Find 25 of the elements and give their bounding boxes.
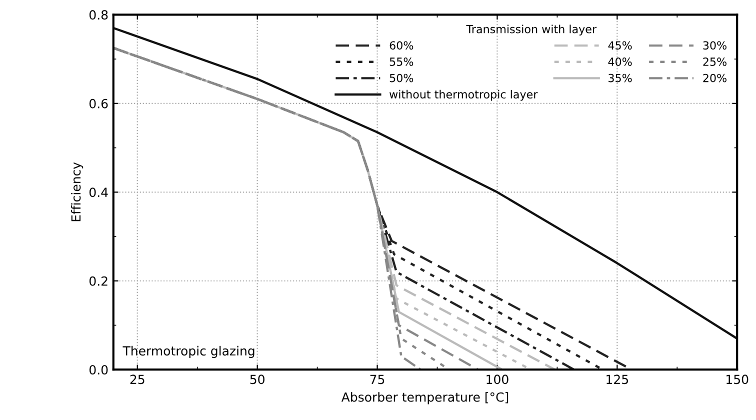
legend-label: 40% [608, 58, 632, 66]
annotation: Thermotropic glazing [122, 346, 254, 358]
x-tick-label: 150 [726, 374, 748, 384]
y-tick-label: 0.6 [89, 98, 108, 108]
legend-label: 60% [390, 41, 414, 50]
x-tick-label: 25 [130, 374, 144, 384]
x-tick-label: 100 [486, 374, 508, 384]
x-tick-label: 125 [606, 374, 628, 384]
legend-label: 45% [608, 41, 632, 50]
x-tick-label: 50 [250, 374, 264, 384]
legend-label: 25% [703, 58, 726, 66]
legend-label: 35% [608, 74, 632, 82]
x-tick-label: 75 [370, 374, 384, 384]
y-tick-label: 0.0 [89, 365, 108, 375]
x-axis-title: Absorber temperature [°C] [341, 392, 508, 404]
y-tick-label: 0.2 [89, 276, 108, 286]
legend-label: without thermotropic layer [390, 90, 538, 101]
legend-label: 50% [390, 74, 414, 82]
y-tick-label: 0.8 [89, 10, 108, 20]
legend-title: Transmission with layer [466, 24, 597, 36]
legend-label: 30% [703, 41, 726, 50]
y-axis-title: Efficiency [71, 162, 84, 222]
legend-label: 55% [390, 58, 414, 66]
legend-label: 20% [703, 74, 726, 82]
y-tick-label: 0.4 [89, 188, 108, 198]
